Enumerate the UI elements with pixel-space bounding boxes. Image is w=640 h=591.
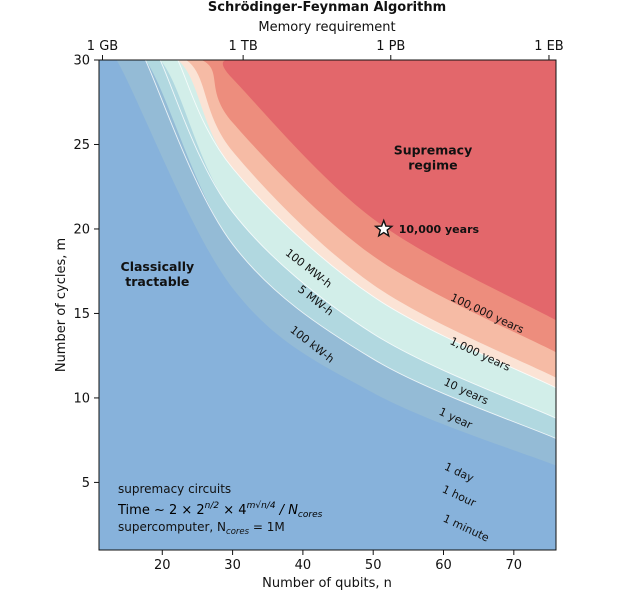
marker-label: 10,000 years	[399, 223, 480, 236]
y-tick-label-1: 10	[73, 391, 90, 406]
formula-line3: supercomputer, Ncores = 1M	[118, 520, 285, 537]
formula-sub-cores: cores	[298, 510, 323, 520]
plot-area	[99, 60, 556, 550]
y-tick-label-3: 20	[73, 222, 90, 237]
energy-contour-0	[144, 60, 556, 439]
x-tick-label-4: 60	[435, 558, 452, 573]
x-tick-label-3: 50	[365, 558, 382, 573]
y-axis-ticks: 5 10 15 20 25 30	[73, 54, 99, 491]
formula-exp2: m√n/4	[247, 500, 276, 511]
time-bands	[99, 60, 556, 466]
formula-line3-suffix: = 1M	[249, 520, 285, 534]
region-label-1: Classically tractable	[121, 259, 195, 289]
energy-contours	[144, 60, 556, 439]
top-tick-label-0: 1 GB	[87, 39, 118, 54]
x-axis-ticks: 20 30 40 50 60 70	[154, 550, 522, 573]
top-axis-title: Memory requirement	[258, 20, 395, 35]
formula-times4: × 4	[219, 503, 246, 518]
formula-exp1: n/2	[205, 501, 220, 511]
x-tick-label-1: 30	[224, 558, 241, 573]
formula-line1: supremacy circuits	[118, 482, 231, 496]
x-tick-label-2: 40	[295, 558, 312, 573]
chart-title: Schrödinger-Feynman Algorithm	[208, 0, 446, 15]
region-label-1-line-0: Classically	[121, 259, 195, 274]
top-axis-ticks: 1 GB 1 TB 1 PB 1 EB	[87, 39, 564, 60]
x-tick-label-0: 20	[154, 558, 171, 573]
region-label-0-line-0: Supremacy	[394, 143, 473, 158]
star-marker-icon	[373, 218, 394, 238]
formula-line3-sub: cores	[226, 527, 250, 537]
time-band-6	[99, 60, 556, 321]
y-tick-label-4: 25	[73, 138, 90, 153]
region-label-0-line-1: regime	[408, 158, 457, 173]
formula-time-prefix: Time ~ 2 × 2	[117, 503, 205, 518]
y-tick-label-5: 30	[73, 54, 90, 69]
y-axis-title: Number of cycles, m	[54, 238, 69, 372]
region-labels: Supremacy regime Classically tractable	[121, 143, 473, 290]
y-tick-label-0: 5	[82, 476, 90, 491]
energy-contour-2	[177, 60, 556, 389]
y-tick-label-2: 15	[73, 307, 90, 322]
formula-box: supremacy circuits Time ~ 2 × 2n/2 × 4m√…	[117, 482, 323, 537]
top-tick-label-2: 1 PB	[376, 39, 405, 54]
formula-slash: / N	[276, 503, 299, 518]
top-tick-label-1: 1 TB	[228, 39, 257, 54]
region-label-0: Supremacy regime	[394, 143, 473, 173]
formula-line3-prefix: supercomputer, N	[118, 520, 226, 534]
x-tick-label-5: 70	[506, 558, 523, 573]
plot-frame	[98, 59, 557, 551]
energy-contour-1	[159, 60, 556, 419]
formula-time: Time ~ 2 × 2n/2 × 4m√n/4 / Ncores	[117, 500, 323, 520]
region-label-1-line-1: tractable	[125, 274, 189, 289]
x-axis-title: Number of qubits, n	[262, 576, 392, 591]
marker-group: 10,000 years	[373, 218, 480, 238]
top-tick-label-3: 1 EB	[534, 39, 564, 54]
